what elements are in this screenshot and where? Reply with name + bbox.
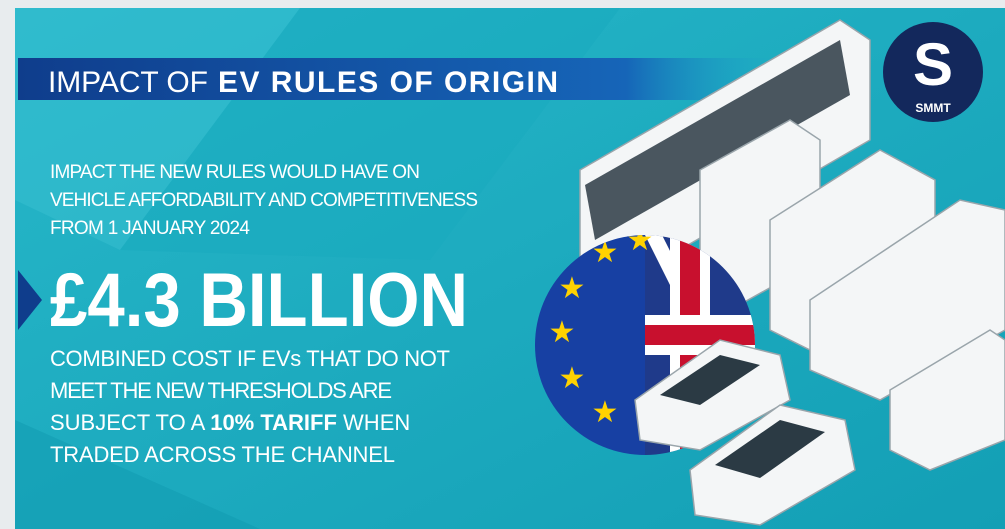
body-line: SUBJECT TO A 10% TARIFF WHEN [50, 410, 410, 435]
svg-text:★: ★ [559, 272, 586, 305]
logo-text: SMMT [915, 101, 951, 115]
body-line: MEET THE NEW THRESHOLDS ARE [50, 378, 392, 403]
intro-line: FROM 1 JANUARY 2024 [50, 218, 250, 239]
infographic: IMPACT OF EV RULES OF ORIGIN ★★★ ★★★ S S… [0, 0, 1005, 529]
intro-line: VEHICLE AFFORDABILITY AND COMPETITIVENES… [50, 190, 478, 211]
title-prefix: IMPACT OF [48, 66, 208, 99]
intro-line: IMPACT THE NEW RULES WOULD HAVE ON [50, 162, 420, 183]
svg-text:★: ★ [549, 316, 576, 349]
body-line: TRADED ACROSS THE CHANNEL [50, 442, 395, 467]
svg-text:★: ★ [559, 362, 586, 395]
page: IMPACT OF EV RULES OF ORIGIN ★★★ ★★★ S S… [0, 0, 1005, 529]
body-text: WHEN [343, 410, 410, 435]
logo-mark: S [913, 31, 953, 98]
body-line: COMBINED COST IF EVs THAT DO NOT [50, 346, 450, 371]
svg-text:★: ★ [592, 396, 619, 429]
title-emphasis: EV RULES OF ORIGIN [218, 66, 558, 99]
body-text: SUBJECT TO A [50, 410, 206, 435]
headline: £4.3 BILLION [50, 258, 468, 343]
body-emphasis: 10% TARIFF [210, 410, 337, 435]
